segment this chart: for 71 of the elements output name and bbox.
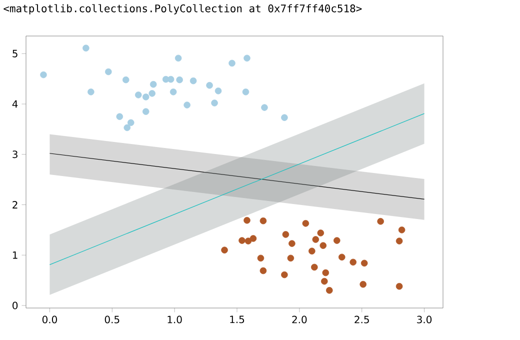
point [88,88,94,96]
point [134,92,142,98]
point [150,80,157,88]
point [148,90,156,97]
point [396,282,403,290]
point [170,88,177,96]
point [244,216,250,224]
x-tick-label: 2.0 [292,316,307,324]
point [142,94,150,100]
point [338,254,346,261]
point [40,71,47,78]
x-tick-label: 0.0 [42,316,57,324]
x-tick-label: 3.0 [417,316,432,324]
point [190,77,197,84]
point [176,76,183,84]
x-tick-label: 0.5 [104,316,120,324]
x-tick-label: 2.5 [354,316,369,324]
point [260,217,267,224]
point [261,104,268,111]
point [281,114,288,121]
y-tick-label: 3 [12,150,18,158]
point [238,237,246,244]
point [242,88,250,96]
point [350,258,356,266]
point [333,237,340,244]
point [322,269,330,276]
point [360,260,368,267]
point [398,226,406,234]
point [257,254,264,262]
point [228,60,236,67]
point [321,278,328,285]
point [167,76,174,83]
text: <matplotlib.collections.PolyCollection at 0x7ff7ff40c518> [4,4,362,14]
point [82,44,90,52]
y-tick-label: 1 [12,251,18,259]
point [311,264,318,271]
point [287,254,294,262]
point [221,246,228,254]
point [105,68,112,76]
point [288,240,296,247]
point [312,236,320,243]
point [326,286,333,294]
point [260,267,267,274]
point [211,100,218,106]
point [302,220,310,227]
y-tick-label: 0 [12,302,18,310]
point [184,102,190,108]
point [281,271,288,278]
x-tick-label: 1.0 [168,316,182,324]
point [214,88,222,94]
y-tick-label: 2 [12,201,18,208]
point [308,248,316,254]
point [122,76,130,84]
point [174,54,182,62]
point [317,230,324,236]
x-tick-label: 1.5 [230,316,244,324]
point [244,54,250,62]
point [377,218,384,225]
point [396,238,403,244]
point [320,242,327,249]
y-tick-label: 5 [12,50,18,58]
point [142,108,150,115]
point [206,82,213,89]
point [360,280,366,288]
point [124,124,131,132]
point [116,113,124,120]
point [282,231,290,238]
point [250,235,257,242]
point [127,119,134,126]
point [244,238,252,244]
y-tick-label: 4 [12,100,18,108]
